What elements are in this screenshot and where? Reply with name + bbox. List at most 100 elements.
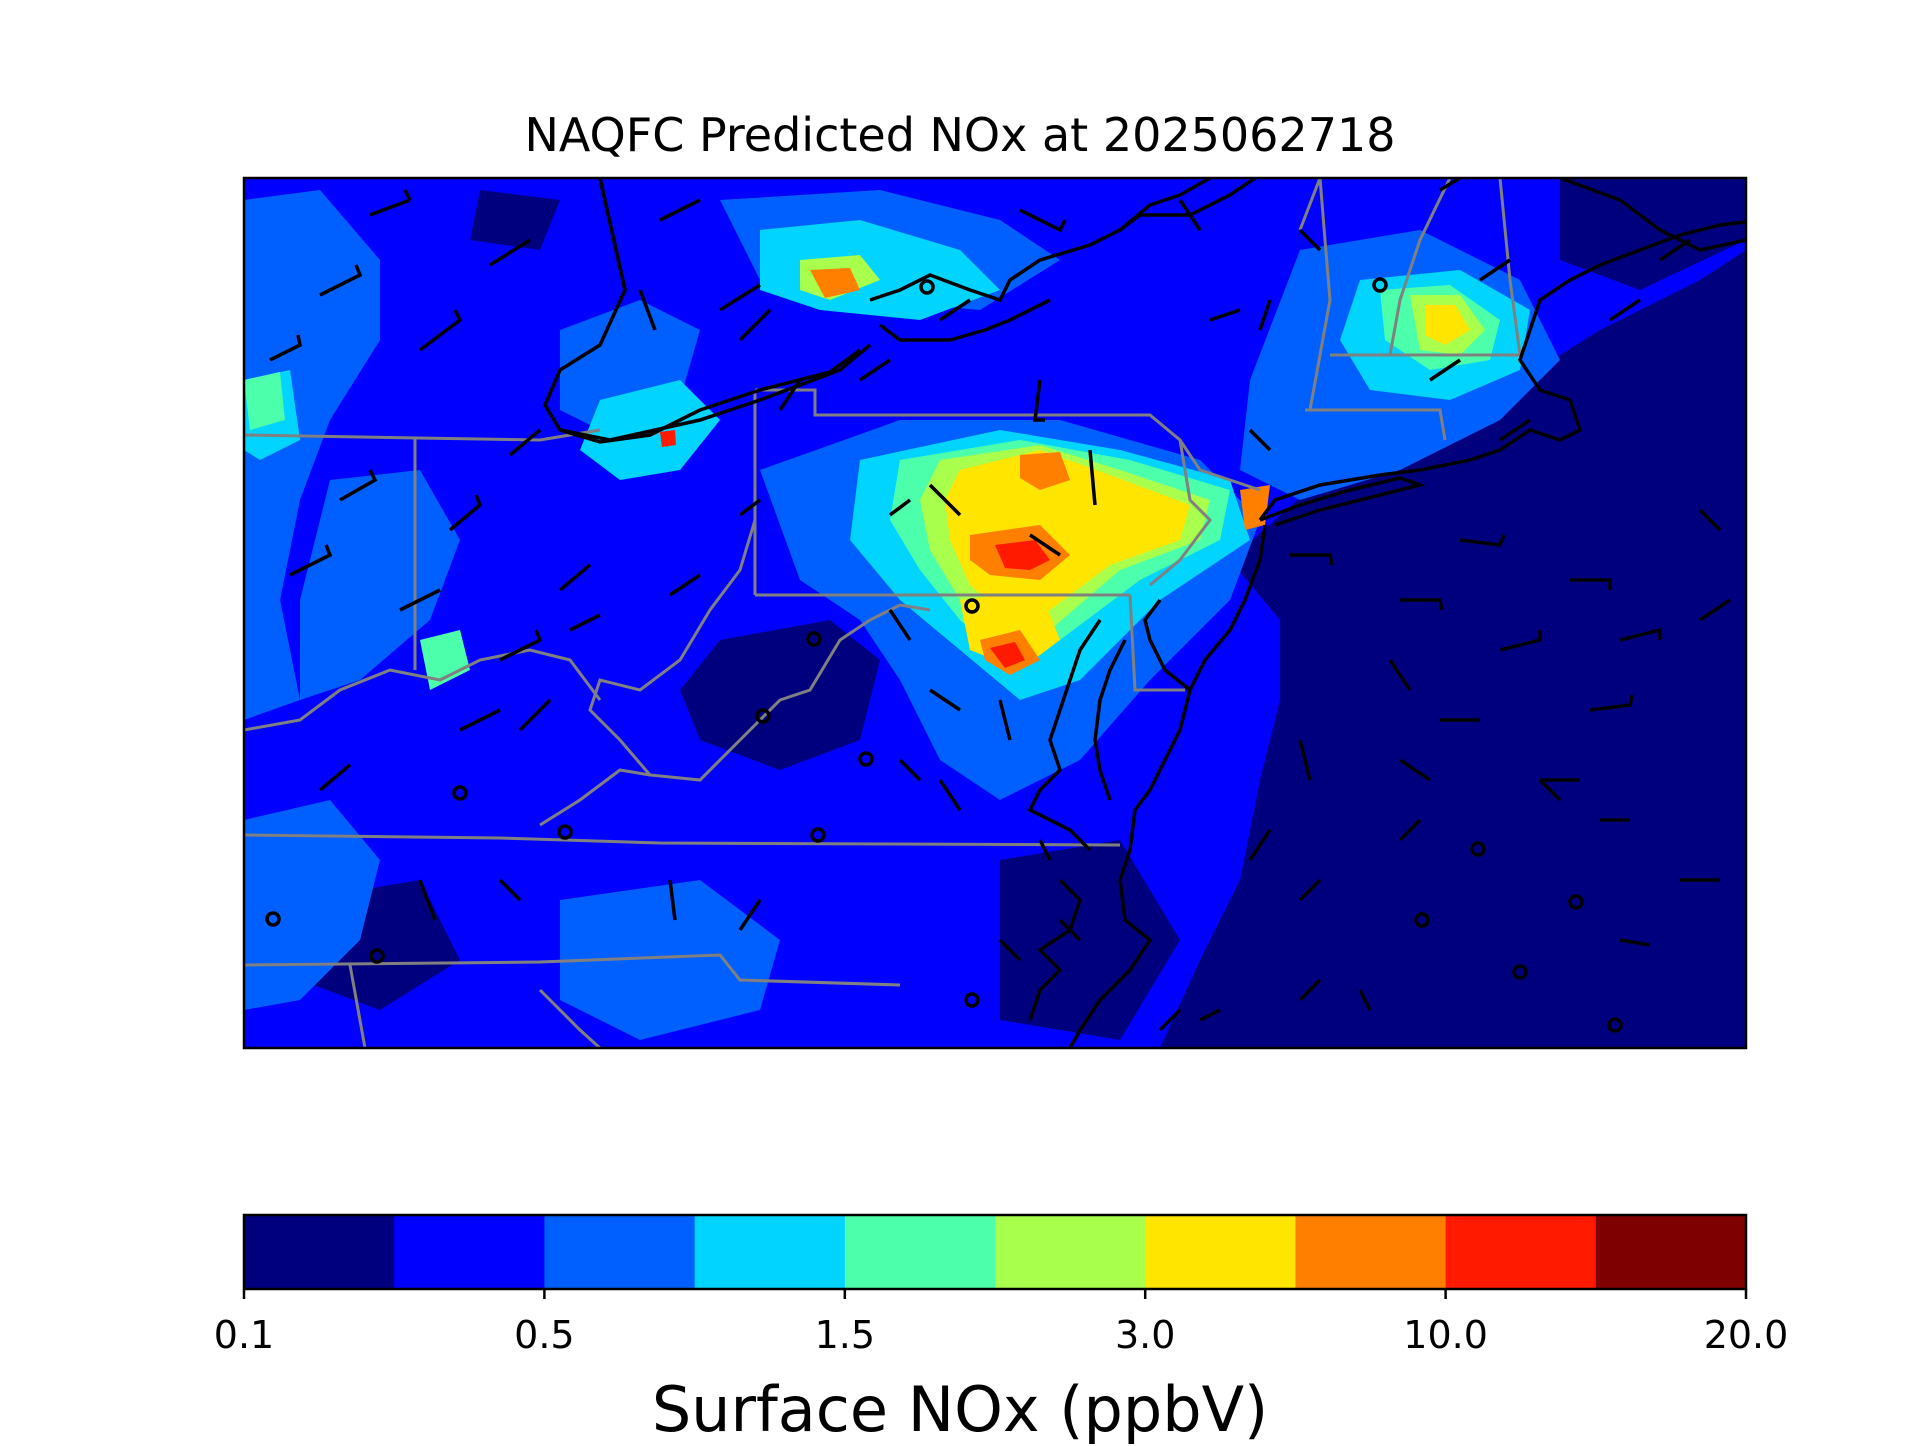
wind-barb [1298,739,1312,781]
wind-barbs [269,178,1731,1032]
wind-barb [1058,918,1082,942]
va-nc-border [244,833,1121,847]
wind-barb [888,498,912,517]
ny-vt-border [1308,178,1332,411]
wind-barb [859,358,891,382]
wind-barb [289,544,333,577]
wind-barb [418,309,463,352]
colorbar-segment [1595,1215,1747,1289]
wind-barb [318,763,352,792]
west-green [244,372,285,430]
wind-barb [1158,1008,1182,1032]
south-medium [560,880,780,1040]
wind-barb [498,878,522,902]
calm-wind-circle [1372,277,1388,293]
maine-coast [1528,220,1746,331]
lake-huron-shore [543,178,862,444]
colorbar [242,1213,1748,1299]
wind-barb [1479,258,1511,282]
ontario-orange [810,268,860,298]
wind-barb [1358,989,1372,1011]
wind-barb [719,283,761,312]
nj-coast [1188,524,1267,691]
long-island [1259,476,1427,527]
calm-wind-circle [964,992,980,1008]
wind-barb [738,498,762,517]
wind-barb [1298,228,1322,252]
wind-barb [1399,758,1431,782]
wind-barb [418,879,437,921]
wind-barb [1019,208,1067,233]
map-title: NAQFC Predicted NOx at 2025062718 [524,108,1396,162]
ct-ri-coast [1258,458,1471,522]
west-medium [244,190,380,720]
colorbar-segment [244,1215,395,1289]
colorbar-segment [1145,1215,1296,1289]
delmarva-east [1133,689,1192,812]
wind-barb [938,779,962,811]
calm-wind-circle [858,751,874,767]
canada-ny-border [1298,178,1322,231]
ct-border [1305,408,1447,441]
philly-red [995,540,1050,570]
calm-wind-circle [1414,912,1430,928]
wind-barb [1400,598,1444,611]
colorbar-segment [1295,1215,1447,1289]
wind-barb [339,469,378,502]
wind-barb [1388,659,1412,691]
chesapeake-west [1027,619,1102,852]
colorbar-segment [694,1215,846,1289]
calm-wind-circle [265,911,281,927]
nw-low [470,190,560,250]
wind-barb [659,198,701,222]
wind-barb [1619,938,1651,947]
calm-wind-circle [369,948,385,964]
wind-barb [1209,308,1241,322]
wind-barb [1199,1008,1221,1022]
wind-barb [569,613,601,632]
wind-barb [888,609,912,641]
colorbar-tick-label: 1.5 [814,1313,876,1357]
oh-ky-border [244,648,602,732]
wind-barb [898,758,922,782]
calm-wind-circle [964,598,980,614]
wind-barb [1033,379,1045,422]
wind-barb [448,494,483,532]
colorbar-segment [394,1215,545,1289]
wind-barb [738,308,772,342]
colorbar-tick-label: 3.0 [1114,1313,1176,1357]
ohio-medium [300,470,460,700]
wind-barb [1439,178,1461,192]
nh-me-border [1498,178,1522,356]
wind-barb [269,334,302,362]
wind-barb [668,879,677,921]
colorbar-tick-label: 10.0 [1403,1313,1488,1357]
wind-barb [1619,627,1662,642]
wind-barb [399,588,441,612]
calm-wind-circle [919,279,935,295]
colorbar-segment [844,1215,996,1289]
calm-wind-circle [557,824,573,840]
colorbar-segment [1445,1215,1597,1289]
st-lawrence [1118,178,1211,232]
tn-va-border [244,953,901,987]
de-md-border [1128,594,1185,692]
lake-erie-shore [559,343,872,442]
atlantic-coast-north [1559,178,1746,252]
pa-orange-1 [1020,452,1070,490]
dc-red [990,642,1025,668]
calm-wind-circle [1470,841,1486,857]
nc-tn-border [348,964,367,1048]
wind-barb [1248,829,1272,861]
wind-barb [1609,298,1641,322]
wind-barb [998,699,1012,741]
wind-barb [928,483,962,517]
wind-barb [369,189,412,217]
calm-wind-circle [755,708,771,724]
wind-barb [1248,428,1272,452]
wind-barb [1499,418,1531,442]
colorbar-tick-label: 20.0 [1703,1313,1789,1357]
wind-barb [1298,878,1322,902]
